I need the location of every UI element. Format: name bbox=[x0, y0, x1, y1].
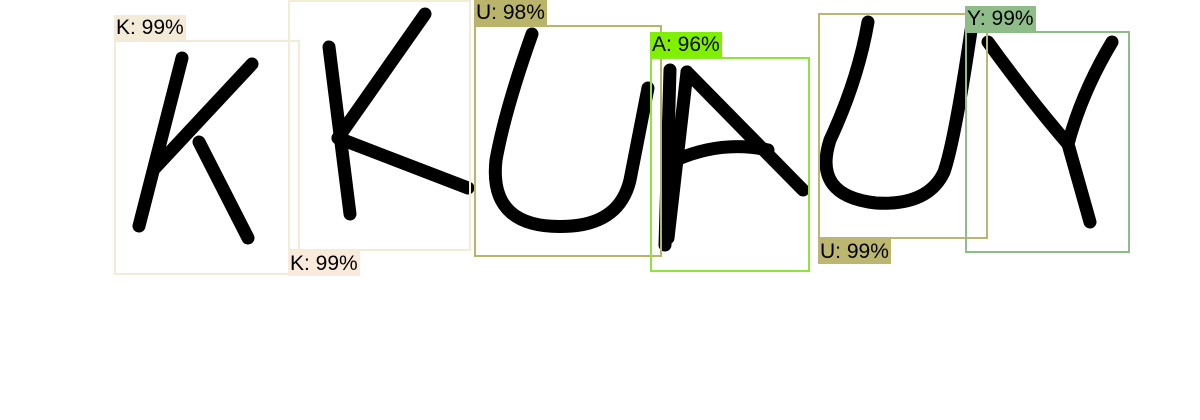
bounding-box-k-2 bbox=[288, 0, 471, 251]
bounding-box-k-1 bbox=[114, 40, 300, 275]
bounding-box-u-2 bbox=[818, 13, 988, 239]
bounding-box-y bbox=[965, 31, 1130, 253]
handwritten-letter-k-2 bbox=[322, 7, 475, 221]
handwritten-letter-y bbox=[981, 35, 1119, 229]
handwritten-letter-a bbox=[658, 63, 810, 252]
detection-label-u-1: U: 98% bbox=[474, 0, 547, 25]
detection-label-a: A: 96% bbox=[650, 32, 722, 57]
detection-label-y: Y: 99% bbox=[965, 6, 1036, 31]
detection-label-k-1: K: 99% bbox=[114, 15, 186, 40]
detection-label-k-2: K: 99% bbox=[288, 251, 360, 276]
detection-label-u-2: U: 99% bbox=[818, 239, 891, 264]
bounding-box-u-1 bbox=[474, 25, 662, 257]
bounding-box-a bbox=[650, 57, 810, 272]
handwritten-letter-k-1 bbox=[132, 51, 259, 245]
handwritten-letter-u-2 bbox=[819, 15, 979, 210]
handwritten-letter-u-1 bbox=[488, 27, 655, 233]
